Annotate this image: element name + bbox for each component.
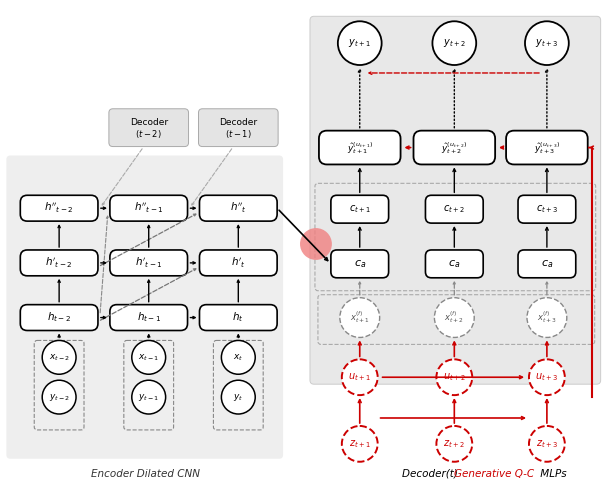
FancyBboxPatch shape bbox=[310, 17, 601, 384]
Circle shape bbox=[340, 298, 379, 337]
FancyBboxPatch shape bbox=[506, 131, 587, 164]
Circle shape bbox=[436, 426, 472, 462]
Text: Decoder: Decoder bbox=[219, 118, 257, 127]
FancyBboxPatch shape bbox=[331, 250, 389, 278]
Text: $y_{t}$: $y_{t}$ bbox=[233, 392, 243, 402]
Text: $h_{t}$: $h_{t}$ bbox=[232, 311, 244, 325]
Text: $u_{t+2}$: $u_{t+2}$ bbox=[443, 371, 465, 383]
Text: $h'_{t-1}$: $h'_{t-1}$ bbox=[135, 256, 162, 270]
Text: $c_a$: $c_a$ bbox=[540, 258, 553, 270]
Circle shape bbox=[525, 21, 569, 65]
Text: Generative Q-C: Generative Q-C bbox=[454, 469, 534, 479]
FancyBboxPatch shape bbox=[110, 305, 187, 330]
Text: $x^{(f)}_{t+1}$: $x^{(f)}_{t+1}$ bbox=[350, 310, 370, 325]
Text: $y_{t-2}$: $y_{t-2}$ bbox=[49, 392, 70, 402]
Text: MLPs: MLPs bbox=[537, 469, 567, 479]
FancyBboxPatch shape bbox=[331, 195, 389, 223]
Text: $y_{t+3}$: $y_{t+3}$ bbox=[536, 37, 558, 49]
Circle shape bbox=[300, 228, 332, 260]
FancyBboxPatch shape bbox=[198, 109, 278, 147]
Text: $h'_{t-2}$: $h'_{t-2}$ bbox=[45, 256, 73, 270]
Text: $x^{(f)}_{t+2}$: $x^{(f)}_{t+2}$ bbox=[445, 310, 464, 325]
FancyBboxPatch shape bbox=[199, 250, 277, 276]
Text: $y_{t-1}$: $y_{t-1}$ bbox=[138, 392, 159, 402]
Text: $h''_{t-1}$: $h''_{t-1}$ bbox=[134, 201, 163, 215]
Circle shape bbox=[434, 298, 474, 337]
Text: Decoder(t): Decoder(t) bbox=[401, 469, 461, 479]
FancyBboxPatch shape bbox=[414, 131, 495, 164]
Text: $c_a$: $c_a$ bbox=[448, 258, 461, 270]
Text: $\hat{y}^{(u_{t+1})}_{t+1}$: $\hat{y}^{(u_{t+1})}_{t+1}$ bbox=[346, 139, 373, 156]
FancyBboxPatch shape bbox=[425, 250, 483, 278]
Text: $c_{t+2}$: $c_{t+2}$ bbox=[443, 203, 465, 215]
Text: $c_a$: $c_a$ bbox=[354, 258, 366, 270]
Circle shape bbox=[342, 426, 378, 462]
Circle shape bbox=[42, 340, 76, 374]
Circle shape bbox=[529, 426, 565, 462]
Circle shape bbox=[529, 359, 565, 395]
FancyBboxPatch shape bbox=[110, 195, 187, 221]
Circle shape bbox=[132, 380, 166, 414]
FancyBboxPatch shape bbox=[319, 131, 401, 164]
FancyBboxPatch shape bbox=[199, 305, 277, 330]
Text: $x^{(f)}_{t+3}$: $x^{(f)}_{t+3}$ bbox=[537, 310, 557, 325]
Circle shape bbox=[432, 21, 476, 65]
Text: $y_{t+2}$: $y_{t+2}$ bbox=[443, 37, 465, 49]
Text: $z_{t+2}$: $z_{t+2}$ bbox=[443, 438, 465, 450]
Circle shape bbox=[527, 298, 567, 337]
Text: Decoder: Decoder bbox=[130, 118, 168, 127]
Text: $(t-1)$: $(t-1)$ bbox=[225, 128, 252, 139]
FancyBboxPatch shape bbox=[20, 195, 98, 221]
FancyBboxPatch shape bbox=[109, 109, 188, 147]
FancyBboxPatch shape bbox=[425, 195, 483, 223]
Text: $y_{t+1}$: $y_{t+1}$ bbox=[348, 37, 371, 49]
Text: $(t-2)$: $(t-2)$ bbox=[135, 128, 162, 139]
FancyBboxPatch shape bbox=[110, 250, 187, 276]
Text: $c_{t+1}$: $c_{t+1}$ bbox=[349, 203, 371, 215]
Text: $h_{t-2}$: $h_{t-2}$ bbox=[47, 311, 71, 325]
Text: $u_{t+3}$: $u_{t+3}$ bbox=[536, 371, 558, 383]
FancyBboxPatch shape bbox=[518, 250, 576, 278]
Text: $h''_{t}$: $h''_{t}$ bbox=[230, 201, 246, 215]
Circle shape bbox=[132, 340, 166, 374]
FancyBboxPatch shape bbox=[518, 195, 576, 223]
Text: $x_{t}$: $x_{t}$ bbox=[233, 352, 243, 363]
Text: $\hat{y}^{(u_{t+2})}_{t+2}$: $\hat{y}^{(u_{t+2})}_{t+2}$ bbox=[441, 139, 467, 156]
Text: $h''_{t-2}$: $h''_{t-2}$ bbox=[45, 201, 74, 215]
Text: $x_{t-2}$: $x_{t-2}$ bbox=[49, 352, 70, 363]
Text: $z_{t+3}$: $z_{t+3}$ bbox=[536, 438, 558, 450]
Circle shape bbox=[221, 340, 255, 374]
Text: $u_{t+1}$: $u_{t+1}$ bbox=[348, 371, 371, 383]
Text: $z_{t+1}$: $z_{t+1}$ bbox=[349, 438, 371, 450]
Text: $c_{t+3}$: $c_{t+3}$ bbox=[536, 203, 558, 215]
Circle shape bbox=[42, 380, 76, 414]
FancyBboxPatch shape bbox=[20, 305, 98, 330]
Text: $h'_{t}$: $h'_{t}$ bbox=[231, 256, 246, 270]
Circle shape bbox=[338, 21, 382, 65]
Text: $h_{t-1}$: $h_{t-1}$ bbox=[137, 311, 161, 325]
Text: $x_{t-1}$: $x_{t-1}$ bbox=[138, 352, 159, 363]
Circle shape bbox=[221, 380, 255, 414]
FancyBboxPatch shape bbox=[20, 250, 98, 276]
FancyBboxPatch shape bbox=[6, 156, 283, 459]
FancyBboxPatch shape bbox=[199, 195, 277, 221]
Text: $\hat{y}^{(u_{t+3})}_{t+3}$: $\hat{y}^{(u_{t+3})}_{t+3}$ bbox=[534, 139, 560, 156]
Circle shape bbox=[342, 359, 378, 395]
Text: Encoder Dilated CNN: Encoder Dilated CNN bbox=[92, 469, 200, 479]
Circle shape bbox=[436, 359, 472, 395]
